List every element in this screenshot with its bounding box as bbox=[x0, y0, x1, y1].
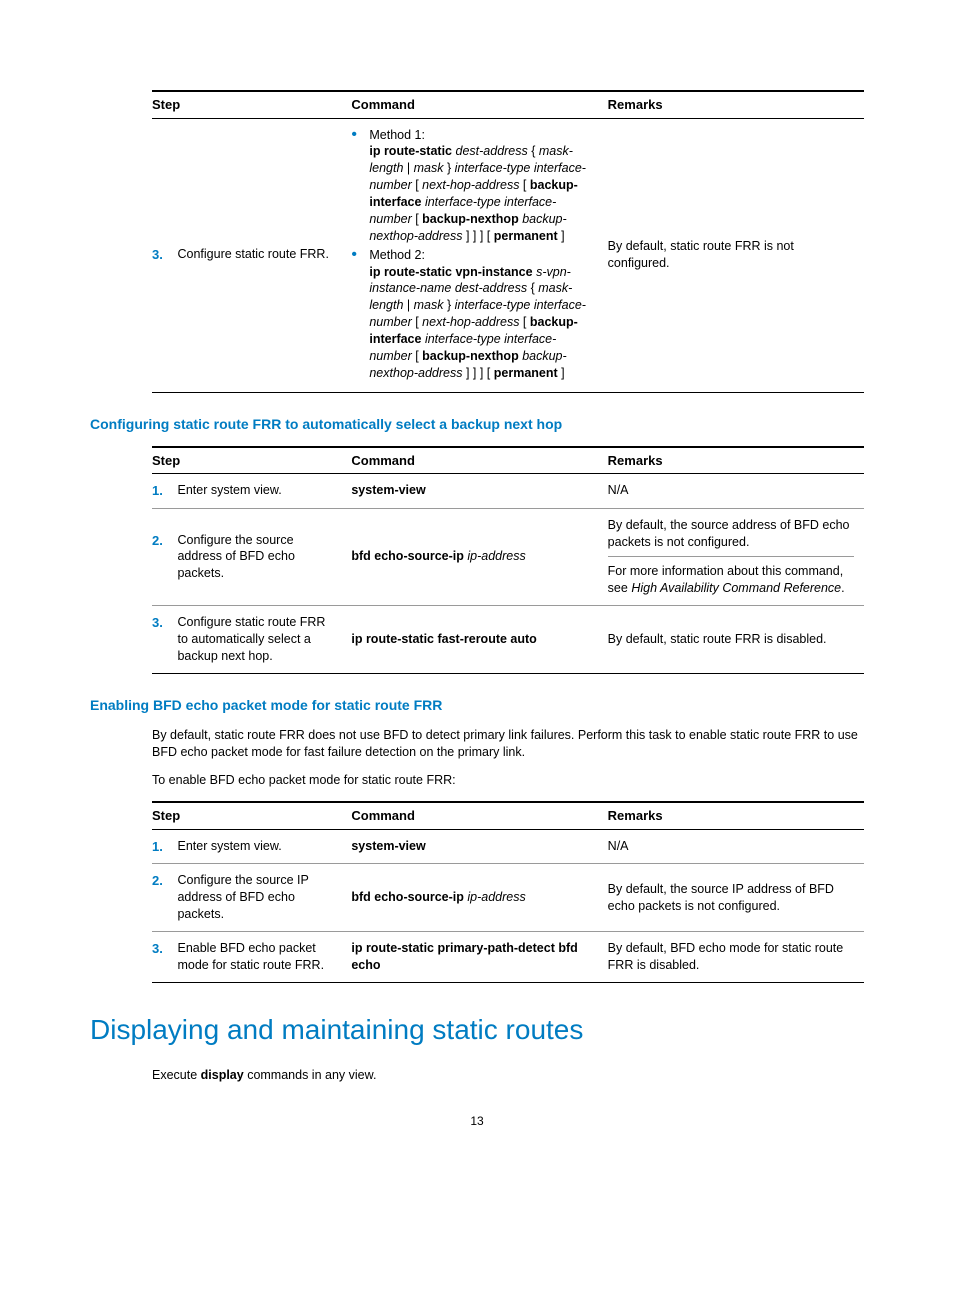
step-desc: Configure the source address of BFD echo… bbox=[177, 532, 338, 583]
remarks-cell: By default, static route FRR is disabled… bbox=[608, 606, 864, 674]
col-header-step: Step bbox=[152, 91, 351, 118]
col-header-remarks: Remarks bbox=[608, 91, 864, 118]
step-number: 1. bbox=[152, 482, 174, 500]
body-paragraph: To enable BFD echo packet mode for stati… bbox=[152, 772, 864, 789]
remarks-part-b: For more information about this command,… bbox=[608, 556, 854, 597]
command-cell: bfd echo-source-ip ip-address bbox=[351, 508, 607, 606]
remarks-part-a: By default, the source address of BFD ec… bbox=[608, 517, 854, 551]
command-cell: ip route-static primary-path-detect bfd … bbox=[351, 932, 607, 983]
page-number: 13 bbox=[90, 1113, 864, 1129]
remarks-cell: By default, BFD echo mode for static rou… bbox=[608, 932, 864, 983]
table-row: 3. Enable BFD echo packet mode for stati… bbox=[152, 932, 864, 983]
step-desc: Enter system view. bbox=[177, 482, 338, 499]
table-row: 3. Configure static route FRR to automat… bbox=[152, 606, 864, 674]
method2-item: Method 2: ip route-static vpn-instance s… bbox=[351, 247, 597, 382]
table-row: 2. Configure the source address of BFD e… bbox=[152, 508, 864, 606]
main-heading: Displaying and maintaining static routes bbox=[90, 1011, 864, 1049]
table-row: 2. Configure the source IP address of BF… bbox=[152, 864, 864, 932]
step-number: 1. bbox=[152, 838, 174, 856]
remarks-cell: N/A bbox=[608, 829, 864, 864]
step-number: 2. bbox=[152, 872, 174, 890]
command-cell: system-view bbox=[351, 474, 607, 509]
col-header-command: Command bbox=[351, 91, 607, 118]
col-header-step: Step bbox=[152, 447, 351, 474]
table-frr-step3: Step Command Remarks 3. Configure static… bbox=[152, 90, 864, 393]
step-number: 3. bbox=[152, 940, 174, 958]
table-auto-backup: Step Command Remarks 1. Enter system vie… bbox=[152, 446, 864, 674]
step-desc: Configure static route FRR. bbox=[177, 246, 338, 263]
body-paragraph: Execute display commands in any view. bbox=[152, 1067, 864, 1084]
remarks-cell: By default, static route FRR is not conf… bbox=[608, 118, 864, 392]
command-cell: bfd echo-source-ip ip-address bbox=[351, 864, 607, 932]
command-cell: system-view bbox=[351, 829, 607, 864]
section-heading-auto-backup: Configuring static route FRR to automati… bbox=[90, 415, 864, 434]
command-cell: Method 1: ip route-static dest-address {… bbox=[351, 118, 607, 392]
step-desc: Configure the source IP address of BFD e… bbox=[177, 872, 338, 923]
table-bfd-echo: Step Command Remarks 1. Enter system vie… bbox=[152, 801, 864, 982]
step-desc: Configure static route FRR to automatica… bbox=[177, 614, 338, 665]
step-desc: Enter system view. bbox=[177, 838, 338, 855]
table-row: 1. Enter system view. system-view N/A bbox=[152, 474, 864, 509]
table-row: 3. Configure static route FRR. Method 1:… bbox=[152, 118, 864, 392]
section-heading-bfd-echo: Enabling BFD echo packet mode for static… bbox=[90, 696, 864, 715]
method2-label: Method 2: bbox=[369, 248, 425, 262]
col-header-step: Step bbox=[152, 802, 351, 829]
col-header-command: Command bbox=[351, 802, 607, 829]
step-number: 3. bbox=[152, 614, 174, 632]
remarks-cell: By default, the source IP address of BFD… bbox=[608, 864, 864, 932]
table-row: 1. Enter system view. system-view N/A bbox=[152, 829, 864, 864]
step-desc: Enable BFD echo packet mode for static r… bbox=[177, 940, 338, 974]
col-header-command: Command bbox=[351, 447, 607, 474]
body-paragraph: By default, static route FRR does not us… bbox=[152, 727, 864, 761]
method1-item: Method 1: ip route-static dest-address {… bbox=[351, 127, 597, 245]
remarks-cell: By default, the source address of BFD ec… bbox=[608, 508, 864, 606]
command-cell: ip route-static fast-reroute auto bbox=[351, 606, 607, 674]
step-number: 2. bbox=[152, 532, 174, 550]
step-number: 3. bbox=[152, 246, 174, 264]
remarks-cell: N/A bbox=[608, 474, 864, 509]
method1-label: Method 1: bbox=[369, 128, 425, 142]
col-header-remarks: Remarks bbox=[608, 447, 864, 474]
col-header-remarks: Remarks bbox=[608, 802, 864, 829]
